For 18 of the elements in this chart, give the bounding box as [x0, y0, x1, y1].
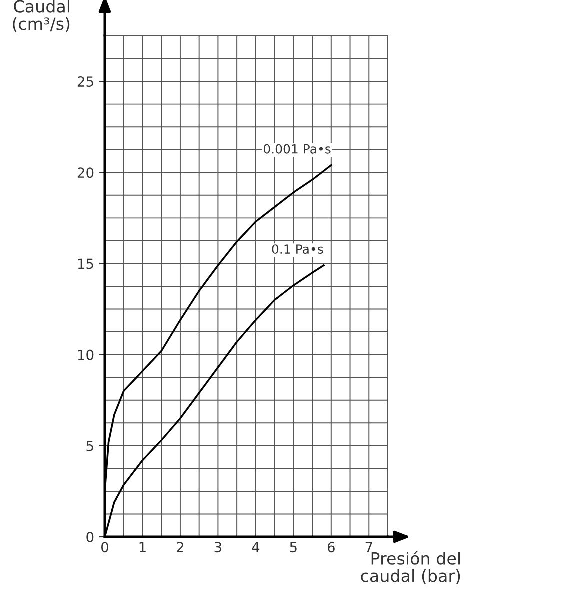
x-tick-label: 3 — [214, 542, 222, 553]
y-tick-label: 0 — [86, 532, 94, 542]
series-label: 0.001 Pa•s — [264, 144, 331, 154]
y-tick-label: 5 — [86, 441, 94, 452]
x-tick-label: 4 — [252, 542, 260, 552]
y-tick-label: 25 — [78, 76, 94, 88]
x-tick-label: 0 — [101, 542, 108, 553]
y-tick-label: 10 — [78, 350, 94, 360]
x-tick-label: 5 — [290, 542, 297, 553]
y-axis-title: Caudal (cm³/s) — [13, 0, 70, 32]
x-tick-label: 1 — [140, 542, 146, 552]
series-label: 0.1 Pa•s — [272, 244, 324, 254]
x-tick-label: 6 — [328, 542, 335, 553]
x-tick-label: 7 — [366, 542, 372, 552]
y-tick-label: 15 — [78, 258, 94, 270]
x-axis-title: Presión del caudal (bar) — [361, 551, 460, 584]
y-tick-label: 20 — [78, 168, 94, 178]
x-tick-label: 2 — [177, 542, 184, 552]
